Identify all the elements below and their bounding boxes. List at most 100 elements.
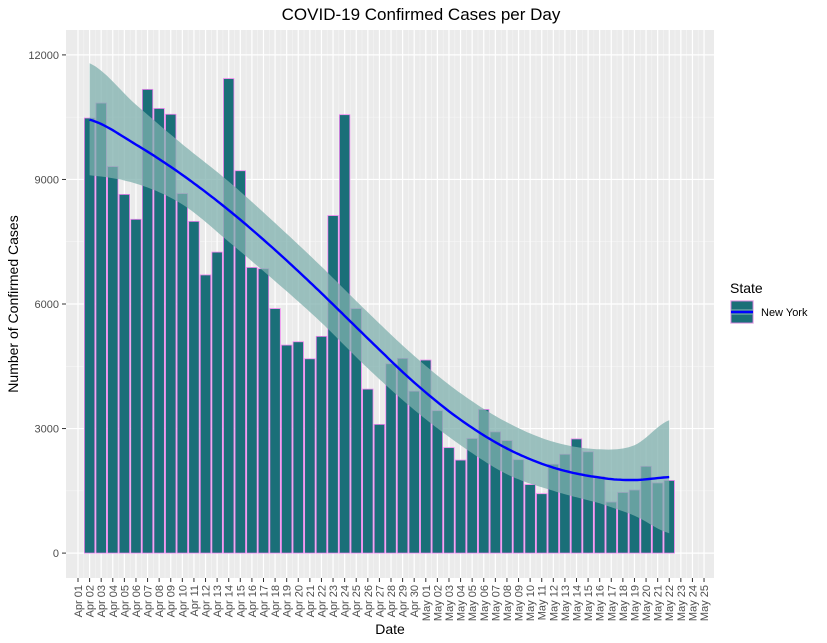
x-tick-label: Apr 20: [293, 585, 305, 617]
bar-series: [83, 78, 675, 554]
x-tick-label: Apr 09: [166, 585, 178, 617]
y-tick-label: 0: [53, 548, 59, 560]
bar: [292, 341, 304, 554]
x-tick-label: Apr 01: [73, 585, 85, 617]
x-tick-label: May 17: [606, 585, 618, 621]
x-tick-label: Apr 22: [316, 585, 328, 617]
legend: State New York: [730, 280, 808, 324]
y-tick-label: 6000: [35, 299, 59, 311]
bar: [605, 501, 617, 554]
x-tick-label: Apr 15: [235, 585, 247, 617]
bar: [408, 390, 420, 554]
x-tick-label: Apr 16: [247, 585, 259, 617]
bar: [443, 447, 455, 554]
bar: [118, 193, 130, 554]
x-tick-label: May 15: [583, 585, 595, 621]
x-tick-label: May 05: [467, 585, 479, 621]
x-tick-label: May 01: [421, 585, 433, 621]
x-tick-label: May 02: [432, 585, 444, 621]
x-tick-label: May 14: [571, 585, 583, 621]
x-tick-label: May 04: [456, 585, 468, 621]
bar: [83, 117, 96, 554]
x-tick-label: Apr 10: [177, 585, 189, 617]
x-tick-label: Apr 07: [143, 585, 155, 617]
x-tick-label: Apr 06: [131, 585, 143, 617]
x-tick-label: May 03: [444, 585, 456, 621]
x-tick-label: May 13: [560, 585, 572, 621]
x-tick-label: May 06: [479, 585, 491, 621]
bar: [223, 78, 235, 554]
bar: [304, 358, 316, 554]
bar: [536, 493, 548, 554]
bar: [211, 251, 223, 554]
trend-confidence-band: [89, 63, 670, 534]
x-tick-label: May 23: [676, 585, 688, 621]
x-tick-label: Apr 05: [119, 585, 131, 617]
bar: [466, 438, 478, 554]
x-tick-label: Apr 28: [386, 585, 398, 617]
bar: [188, 220, 200, 554]
y-tick-label: 3000: [35, 424, 59, 436]
bar: [130, 218, 142, 554]
x-tick-label: Apr 21: [305, 585, 317, 617]
x-tick-label: Apr 27: [374, 585, 386, 617]
x-tick-label: Apr 02: [85, 585, 97, 617]
x-tick-label: May 20: [641, 585, 653, 621]
y-tick-label: 12000: [28, 50, 59, 62]
bar: [524, 484, 536, 554]
bar: [234, 170, 246, 554]
x-tick-label: May 16: [595, 585, 607, 621]
bar: [327, 215, 339, 554]
y-tick-label: 9000: [35, 174, 59, 186]
bar: [362, 388, 374, 554]
x-tick-label: Apr 14: [224, 585, 236, 617]
bar: [176, 193, 188, 554]
x-tick-label: May 18: [618, 585, 630, 621]
x-tick-label: Apr 12: [201, 585, 213, 617]
x-tick-label: May 21: [653, 585, 665, 621]
y-axis-title: Number of Confirmed Cases: [5, 215, 21, 392]
x-tick-label: Apr 29: [398, 585, 410, 617]
bar: [257, 268, 270, 554]
x-tick-label: Apr 03: [96, 585, 108, 617]
x-tick-label: May 11: [537, 585, 549, 620]
bar: [246, 267, 258, 554]
x-tick-label: Apr 25: [351, 585, 363, 617]
x-tick-label: Apr 23: [328, 585, 340, 617]
x-tick-label: May 22: [664, 585, 676, 621]
y-axis: 0 3000 6000 9000 12000: [28, 50, 66, 560]
x-tick-label: May 24: [687, 585, 699, 621]
x-tick-label: Apr 30: [409, 585, 421, 617]
x-tick-label: Apr 24: [340, 585, 352, 617]
trend-line: [89, 118, 670, 482]
bar: [420, 359, 432, 554]
bar: [373, 423, 386, 554]
legend-title: State: [730, 280, 763, 296]
x-tick-label: May 09: [514, 585, 526, 621]
bar: [199, 274, 212, 554]
x-tick-label: May 25: [699, 585, 711, 621]
x-tick-label: Apr 11: [189, 585, 201, 617]
x-axis-title: Date: [375, 621, 405, 637]
bar: [431, 410, 444, 554]
chart-title: COVID-19 Confirmed Cases per Day: [282, 5, 561, 24]
bar: [141, 88, 154, 554]
x-tick-label: May 12: [548, 585, 560, 621]
x-tick-label: May 08: [502, 585, 514, 621]
x-tick-label: May 07: [490, 585, 502, 621]
bar: [153, 108, 165, 554]
x-axis: Apr 01 Apr 02 Apr 03 Apr 04 Apr 05 Apr 06 Apr …: [73, 578, 711, 621]
x-tick-label: Apr 18: [270, 585, 282, 617]
x-tick-label: May 10: [525, 585, 537, 621]
x-tick-label: Apr 26: [363, 585, 375, 617]
x-tick-label: Apr 17: [258, 585, 270, 617]
x-tick-label: Apr 13: [212, 585, 224, 617]
x-tick-label: May 19: [629, 585, 641, 621]
x-tick-label: Apr 04: [108, 585, 120, 617]
x-tick-label: Apr 08: [154, 585, 166, 617]
x-tick-label: Apr 19: [282, 585, 294, 617]
bar: [315, 335, 328, 554]
bar: [454, 459, 467, 554]
bar: [269, 308, 281, 554]
